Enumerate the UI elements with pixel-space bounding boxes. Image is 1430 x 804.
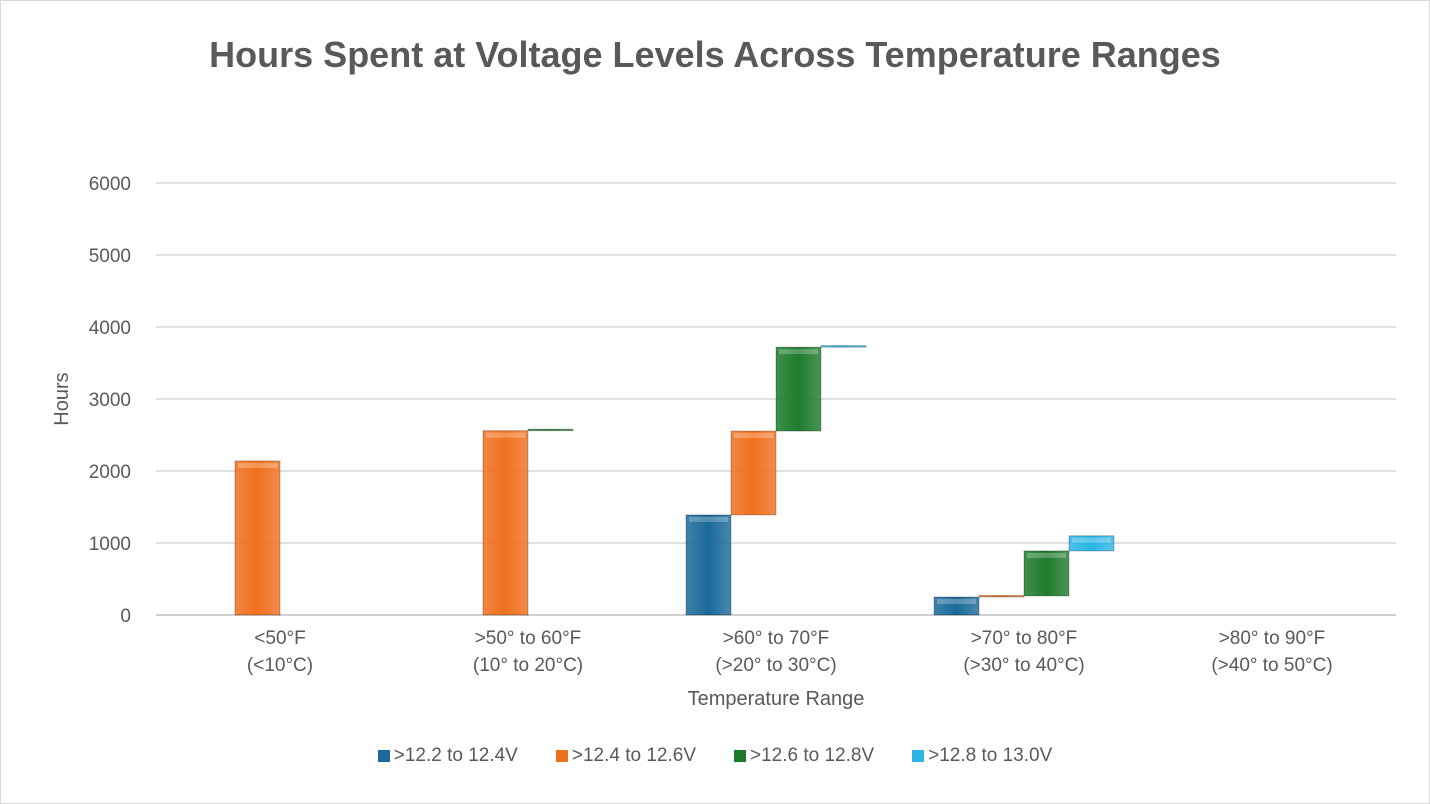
x-tick-label: (10° to 20°C) xyxy=(473,655,583,676)
legend-item: >12.4 to 12.6V xyxy=(555,745,696,767)
bar--12-6-to-12-8V xyxy=(1023,550,1070,597)
y-tick-label: 3000 xyxy=(89,390,131,411)
legend-item: >12.2 to 12.4V xyxy=(377,745,518,767)
bar--12-8-to-13-0V xyxy=(1068,535,1115,552)
legend-swatch xyxy=(912,750,925,762)
x-tick-label: >80° to 90°F xyxy=(1219,628,1326,649)
bar-highlight xyxy=(734,433,773,439)
x-tick-label: (>40° to 50°C) xyxy=(1211,655,1332,676)
x-tick-label: >70° to 80°F xyxy=(971,628,1078,649)
bar--12-2-to-12-4V xyxy=(685,514,732,616)
bar--12-2-to-12-4V xyxy=(933,596,980,616)
y-tick-label: 0 xyxy=(120,606,131,627)
y-tick-label: 2000 xyxy=(89,462,131,483)
legend-swatch xyxy=(734,750,746,762)
legend-label: >12.8 to 13.0V xyxy=(928,745,1053,766)
y-tick-label: 6000 xyxy=(89,174,131,195)
bar-highlight xyxy=(1072,537,1111,543)
bar-highlight xyxy=(937,599,976,604)
bar--12-8-to-13-0V xyxy=(820,345,867,348)
y-tick-label: 1000 xyxy=(89,534,131,555)
legend-label: >12.6 to 12.8V xyxy=(750,745,875,766)
y-axis-title: Hours xyxy=(51,372,73,425)
legend-item: >12.6 to 12.8V xyxy=(734,745,874,767)
legend-item: >12.8 to 13.0V xyxy=(912,745,1052,767)
bar-highlight xyxy=(689,516,728,522)
bar--12-4-to-12-6V xyxy=(234,460,281,616)
bar--12-4-to-12-6V xyxy=(978,595,1025,598)
x-tick-label: (>30° to 40°C) xyxy=(963,655,1084,676)
x-axis-title: Temperature Range xyxy=(688,688,865,710)
x-tick-label: >60° to 70°F xyxy=(723,628,830,649)
legend-label: >12.4 to 12.6V xyxy=(571,745,696,766)
y-tick-label: 5000 xyxy=(89,246,131,267)
legend-label: >12.2 to 12.4V xyxy=(393,745,518,766)
bar-highlight xyxy=(486,432,525,438)
legend-swatch xyxy=(555,750,568,762)
x-tick-label: (>20° to 30°C) xyxy=(715,655,836,676)
x-tick-label: (<10°C) xyxy=(247,655,313,676)
x-tick-label: >50° to 60°F xyxy=(475,628,582,649)
bar--12-6-to-12-8V xyxy=(527,428,574,432)
bar--12-4-to-12-6V xyxy=(482,430,529,616)
bar-highlight xyxy=(779,349,818,355)
bar-highlight xyxy=(238,462,277,468)
bar--12-6-to-12-8V xyxy=(775,346,822,432)
y-tick-label: 4000 xyxy=(89,318,131,339)
legend: >12.2 to 12.4V >12.4 to 12.6V >12.6 to 12.… xyxy=(1,745,1429,767)
bar--12-4-to-12-6V xyxy=(730,430,777,516)
bar-highlight xyxy=(1027,552,1066,558)
chart-title: Hours Spent at Voltage Levels Across Tem… xyxy=(209,34,1221,75)
legend-swatch xyxy=(377,750,390,762)
x-tick-label: <50°F xyxy=(254,628,305,649)
